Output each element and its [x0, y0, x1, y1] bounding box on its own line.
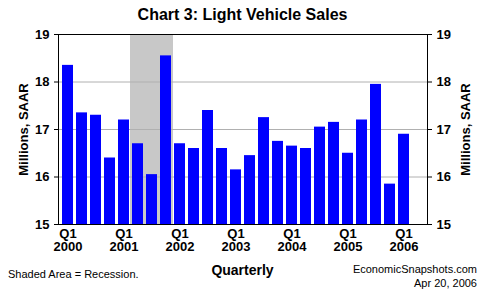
svg-text:Q12004: Q12004 — [278, 226, 308, 254]
svg-text:Q12005: Q12005 — [334, 226, 363, 254]
svg-text:16: 16 — [35, 169, 49, 184]
svg-text:Q12000: Q12000 — [54, 226, 83, 254]
html-text:Shaded Area = Recession.: Shaded Area = Recession. — [8, 268, 139, 280]
svg-text:Millions, SAAR: Millions, SAAR — [458, 83, 473, 176]
svg-text:Q12006: Q12006 — [390, 226, 419, 254]
svg-text:15: 15 — [35, 217, 49, 232]
svg-text:18: 18 — [437, 74, 451, 89]
svg-text:16: 16 — [437, 169, 451, 184]
svg-text:19: 19 — [35, 27, 49, 42]
svg-text:Q12001: Q12001 — [110, 226, 139, 254]
html-text:Apr 20, 2006: Apr 20, 2006 — [414, 277, 477, 289]
svg-text:18: 18 — [35, 74, 49, 89]
html-text:EconomicSnapshots.com: EconomicSnapshots.com — [352, 263, 477, 275]
svg-text:19: 19 — [437, 27, 451, 42]
html-text:Chart 3: Light Vehicle Sales: Chart 3: Light Vehicle Sales — [137, 6, 348, 23]
svg-text:15: 15 — [437, 217, 451, 232]
svg-text:17: 17 — [35, 122, 49, 137]
html-text:Quarterly: Quarterly — [211, 262, 274, 278]
svg-text:17: 17 — [437, 122, 451, 137]
svg-text:Millions, SAAR: Millions, SAAR — [16, 83, 31, 176]
svg-text:Q12002: Q12002 — [166, 226, 195, 254]
svg-text:Q12003: Q12003 — [222, 226, 251, 254]
